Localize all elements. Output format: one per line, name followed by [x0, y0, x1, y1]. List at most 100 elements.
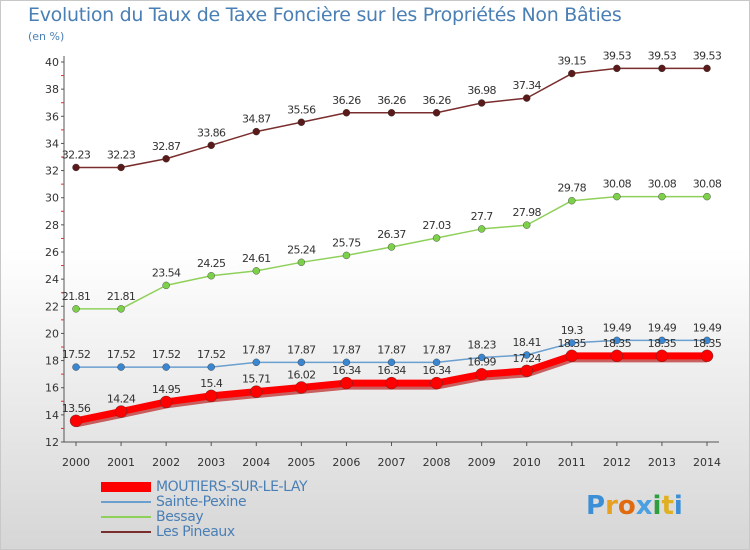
- y-tick-label: 12: [45, 436, 59, 449]
- data-point: [610, 349, 624, 363]
- data-label: 39.53: [648, 49, 677, 62]
- data-label: 17.87: [377, 343, 406, 356]
- data-point: [568, 69, 576, 78]
- data-point: [655, 349, 669, 363]
- data-point: [700, 349, 714, 363]
- data-point: [432, 358, 441, 367]
- data-label: 17.87: [422, 343, 451, 356]
- chart-title: Evolution du Taux de Taxe Foncière sur l…: [28, 4, 622, 26]
- data-label: 17.87: [332, 343, 361, 356]
- legend-swatch: [101, 531, 151, 533]
- logo-letter: t: [661, 491, 674, 521]
- data-point: [252, 267, 260, 275]
- data-label: 13.56: [62, 402, 91, 415]
- x-tick-label: 2013: [648, 456, 676, 469]
- data-point: [117, 305, 125, 313]
- y-tick-label: 30: [45, 192, 59, 205]
- data-label: 25.75: [332, 236, 361, 249]
- data-point: [114, 405, 128, 418]
- data-point: [477, 99, 486, 107]
- data-label: 25.24: [287, 243, 316, 256]
- logo-letter: o: [617, 491, 636, 521]
- data-label: 27.03: [422, 219, 451, 232]
- data-label: 32.87: [152, 140, 181, 153]
- data-point: [297, 258, 306, 267]
- data-label: 32.23: [62, 148, 91, 161]
- data-point: [568, 196, 576, 205]
- data-label: 27.98: [512, 206, 541, 219]
- x-tick-label: 2006: [332, 456, 360, 469]
- data-label: 19.49: [648, 321, 677, 334]
- legend-label: Sainte-Pexine: [156, 494, 247, 510]
- data-label: 39.15: [558, 55, 587, 68]
- x-tick-label: 2009: [468, 456, 496, 469]
- data-point: [565, 349, 578, 363]
- data-label: 39.53: [693, 49, 722, 62]
- data-label: 27.7: [471, 210, 494, 223]
- x-tick-label: 2008: [423, 456, 451, 469]
- data-label: 33.86: [197, 126, 226, 139]
- data-label: 23.54: [152, 266, 181, 279]
- data-point: [207, 272, 215, 280]
- data-point: [703, 192, 711, 201]
- data-label: 36.98: [467, 84, 496, 97]
- data-label: 19.49: [693, 321, 722, 334]
- x-tick-label: 2000: [62, 456, 90, 469]
- data-point: [72, 305, 80, 313]
- data-label: 16.34: [377, 364, 406, 377]
- y-tick-label: 20: [45, 327, 59, 340]
- legend-item: MOUTIERS-SUR-LE-LAY: [101, 479, 308, 495]
- data-point: [340, 376, 353, 390]
- proxiti-logo: Proxiti: [586, 491, 683, 521]
- data-point: [342, 251, 351, 260]
- data-label: 18.35: [693, 337, 722, 350]
- data-label: 17.52: [107, 348, 136, 361]
- data-point: [162, 281, 170, 290]
- data-label: 16.02: [287, 368, 316, 381]
- data-point: [385, 376, 398, 390]
- data-label: 36.26: [377, 94, 406, 107]
- legend-swatch: [101, 516, 151, 518]
- data-point: [613, 336, 621, 345]
- data-label: 39.53: [603, 49, 632, 62]
- unit-label: (en %): [28, 30, 65, 43]
- data-point: [432, 234, 441, 242]
- x-tick-label: 2003: [197, 456, 225, 469]
- data-point: [69, 414, 83, 428]
- data-point: [658, 192, 666, 201]
- logo-letter: i: [652, 491, 662, 521]
- data-label: 15.71: [242, 373, 271, 386]
- y-tick-label: 38: [45, 83, 59, 96]
- data-point: [387, 243, 396, 251]
- data-label: 16.99: [467, 355, 496, 368]
- data-label: 18.35: [558, 337, 587, 350]
- data-label: 30.08: [603, 178, 632, 191]
- data-point: [658, 336, 666, 345]
- data-point: [703, 64, 711, 73]
- data-point: [207, 363, 215, 371]
- y-tick-label: 40: [45, 56, 59, 69]
- data-point: [207, 141, 215, 150]
- data-label: 19.3: [561, 324, 584, 337]
- logo-letter: P: [586, 491, 606, 521]
- legend-item: Bessay: [101, 509, 204, 525]
- y-tick-label: 26: [45, 246, 59, 259]
- y-tick-label: 14: [45, 409, 59, 422]
- x-tick-label: 2002: [152, 456, 180, 469]
- data-point: [523, 94, 531, 102]
- data-label: 17.52: [62, 348, 91, 361]
- data-label: 18.35: [603, 337, 632, 350]
- x-tick-label: 2005: [287, 456, 315, 469]
- data-label: 24.25: [197, 257, 226, 270]
- data-point: [658, 64, 666, 73]
- legend-swatch: [101, 501, 151, 503]
- data-point: [523, 351, 531, 359]
- data-point: [252, 127, 260, 136]
- data-point: [613, 64, 621, 73]
- y-tick-label: 22: [45, 300, 59, 313]
- data-label: 21.81: [107, 290, 136, 303]
- data-point: [432, 109, 441, 117]
- data-point: [430, 376, 443, 390]
- data-label: 14.95: [152, 383, 181, 396]
